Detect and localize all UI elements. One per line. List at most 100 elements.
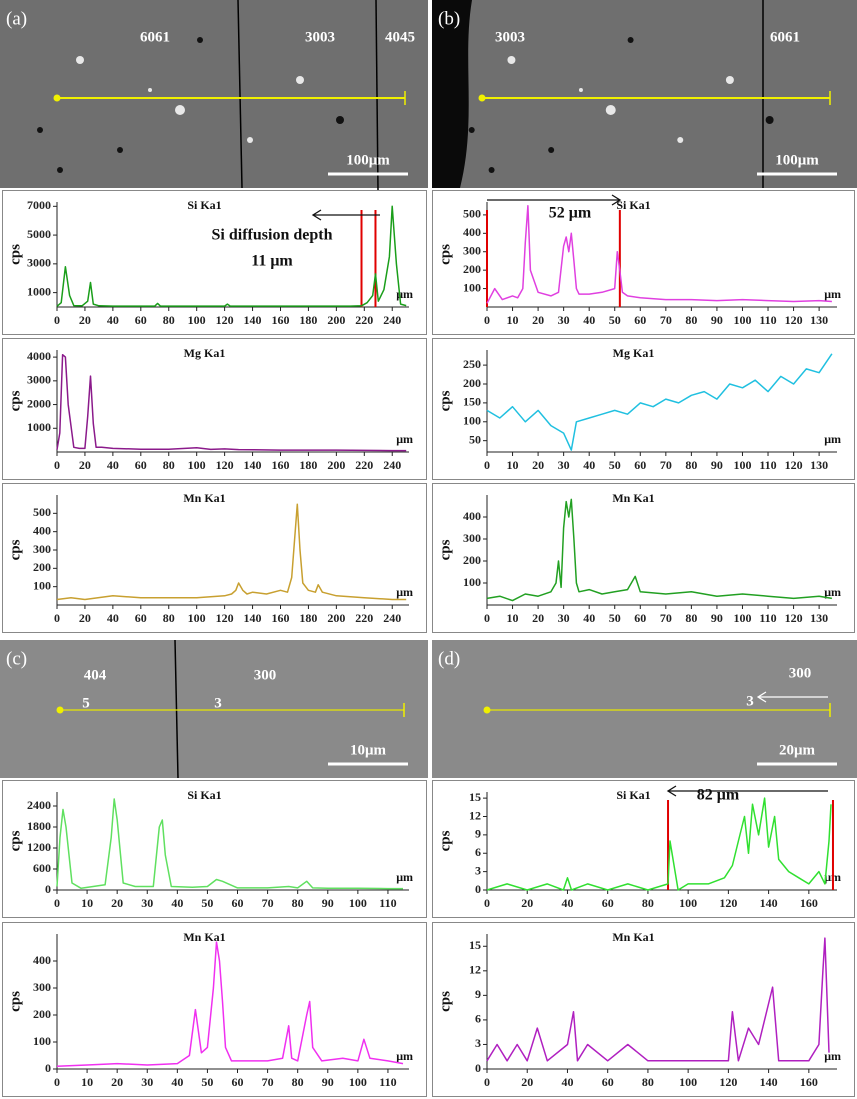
x-tick-label: 10 xyxy=(507,611,519,625)
region-label: 404 xyxy=(84,667,107,683)
x-tick-label: 70 xyxy=(660,458,672,472)
chart-frame xyxy=(432,780,855,918)
x-tick-label: 100 xyxy=(349,1075,367,1089)
x-tick-label: 140 xyxy=(244,611,262,625)
panel-label: (a) xyxy=(6,8,27,29)
y-tick-label: 400 xyxy=(33,523,51,537)
line-series xyxy=(56,941,404,1068)
x-tick-label: 120 xyxy=(216,313,234,327)
x-tick-label: 90 xyxy=(711,611,723,625)
line-series xyxy=(56,798,403,890)
y-axis-label: cps xyxy=(437,390,453,411)
y-tick-label: 200 xyxy=(33,560,51,574)
x-tick-label: 30 xyxy=(558,458,570,472)
x-tick-label: 110 xyxy=(759,458,776,472)
x-tick-label: 220 xyxy=(355,611,373,625)
speck xyxy=(336,116,344,124)
scan-start xyxy=(56,706,64,714)
x-tick-label: 0 xyxy=(54,1075,60,1089)
y-tick-label: 400 xyxy=(463,225,481,239)
x-axis-label: μm xyxy=(824,432,841,446)
x-tick-label: 180 xyxy=(299,458,317,472)
region-label: 3003 xyxy=(305,29,335,45)
speck xyxy=(175,105,185,115)
x-tick-label: 0 xyxy=(484,611,490,625)
x-tick-label: 40 xyxy=(561,896,573,910)
x-tick-label: 130 xyxy=(810,313,828,327)
arrow xyxy=(487,194,622,206)
x-tick-label: 20 xyxy=(521,896,533,910)
x-tick-label: 10 xyxy=(81,1075,93,1089)
annotation: 82 μm xyxy=(697,787,740,804)
y-tick-label: 12 xyxy=(469,808,481,822)
x-tick-label: 20 xyxy=(79,458,91,472)
chart-title: Mn Ka1 xyxy=(183,930,225,944)
x-tick-label: 40 xyxy=(107,313,119,327)
y-tick-label: 100 xyxy=(463,575,481,589)
speck xyxy=(117,147,123,153)
chart-frame xyxy=(2,780,427,918)
line-series xyxy=(56,353,407,452)
x-tick-label: 200 xyxy=(327,611,345,625)
line-series xyxy=(486,498,833,602)
x-tick-label: 0 xyxy=(54,611,60,625)
x-axis-label: μm xyxy=(396,870,413,884)
x-tick-label: 90 xyxy=(322,896,334,910)
y-axis-label: cps xyxy=(437,244,453,265)
x-tick-label: 80 xyxy=(642,896,654,910)
arrow xyxy=(311,209,380,221)
speck xyxy=(507,56,516,64)
x-tick-label: 80 xyxy=(163,611,175,625)
chart-frame xyxy=(2,922,427,1097)
chart-frame xyxy=(432,190,855,335)
speck xyxy=(627,37,634,43)
line-series xyxy=(486,937,830,1062)
scale-bar-label: 100μm xyxy=(775,152,819,168)
line-series xyxy=(56,503,407,601)
x-tick-label: 60 xyxy=(602,1075,614,1089)
scale-bar-label: 20μm xyxy=(779,742,816,758)
speck xyxy=(296,76,304,84)
x-tick-label: 120 xyxy=(785,313,803,327)
x-tick-label: 140 xyxy=(244,313,262,327)
x-tick-label: 240 xyxy=(383,611,401,625)
x-tick-label: 180 xyxy=(299,611,317,625)
x-tick-label: 20 xyxy=(111,1075,123,1089)
y-tick-label: 1200 xyxy=(27,840,51,854)
y-tick-label: 2400 xyxy=(27,798,51,812)
x-tick-label: 160 xyxy=(271,458,289,472)
x-tick-label: 50 xyxy=(201,896,213,910)
x-tick-label: 40 xyxy=(171,1075,183,1089)
chart-title: Si Ka1 xyxy=(616,198,650,212)
y-tick-label: 12 xyxy=(469,963,481,977)
x-axis-label: μm xyxy=(824,1049,841,1063)
y-tick-label: 250 xyxy=(463,357,481,371)
y-tick-label: 6 xyxy=(475,845,481,859)
x-tick-label: 100 xyxy=(679,896,697,910)
speck xyxy=(488,167,495,173)
y-tick-label: 7000 xyxy=(27,198,51,212)
x-tick-label: 120 xyxy=(719,896,737,910)
x-tick-label: 220 xyxy=(355,458,373,472)
y-tick-label: 15 xyxy=(469,790,481,804)
line-series xyxy=(56,205,407,307)
x-tick-label: 130 xyxy=(810,611,828,625)
annotation: 52 μm xyxy=(549,205,592,222)
scan-start xyxy=(483,706,491,714)
boundary xyxy=(375,0,379,191)
y-tick-label: 5000 xyxy=(27,227,51,241)
chart-title: Mn Ka1 xyxy=(612,491,654,505)
x-tick-label: 200 xyxy=(327,458,345,472)
x-tick-label: 60 xyxy=(135,313,147,327)
chart-frame xyxy=(432,338,855,480)
y-tick-label: 9 xyxy=(475,987,481,1001)
x-tick-label: 20 xyxy=(532,611,544,625)
x-tick-label: 10 xyxy=(81,896,93,910)
y-tick-label: 3 xyxy=(475,1036,481,1050)
x-tick-label: 160 xyxy=(800,896,818,910)
x-tick-label: 160 xyxy=(800,1075,818,1089)
x-tick-label: 80 xyxy=(292,1075,304,1089)
y-tick-label: 1000 xyxy=(27,420,51,434)
x-tick-label: 100 xyxy=(733,458,751,472)
x-tick-label: 70 xyxy=(660,611,672,625)
